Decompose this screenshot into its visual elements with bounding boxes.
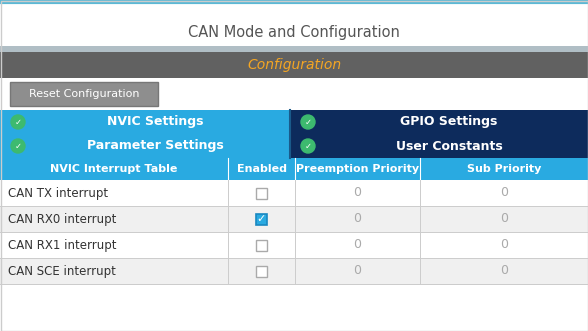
Text: ✓: ✓ [305, 118, 312, 126]
FancyBboxPatch shape [0, 180, 588, 206]
Text: 0: 0 [353, 264, 362, 277]
Text: 0: 0 [500, 213, 508, 225]
FancyBboxPatch shape [256, 187, 267, 199]
Text: 0: 0 [500, 239, 508, 252]
Text: GPIO Settings: GPIO Settings [400, 116, 497, 128]
Text: User Constants: User Constants [396, 139, 502, 153]
Text: ✓: ✓ [15, 141, 22, 151]
Text: ✓: ✓ [305, 141, 312, 151]
FancyBboxPatch shape [290, 134, 588, 158]
Circle shape [11, 115, 25, 129]
Text: Enabled: Enabled [236, 164, 286, 174]
Text: CAN TX interrupt: CAN TX interrupt [8, 186, 108, 200]
FancyBboxPatch shape [290, 110, 588, 134]
FancyBboxPatch shape [10, 82, 158, 106]
Text: NVIC Settings: NVIC Settings [107, 116, 203, 128]
FancyBboxPatch shape [0, 134, 290, 158]
Text: 0: 0 [500, 264, 508, 277]
Text: Parameter Settings: Parameter Settings [86, 139, 223, 153]
FancyBboxPatch shape [0, 158, 588, 180]
FancyBboxPatch shape [0, 110, 290, 134]
Text: 0: 0 [353, 213, 362, 225]
Text: ✓: ✓ [257, 214, 266, 224]
Text: Configuration: Configuration [247, 58, 341, 72]
Text: CAN Mode and Configuration: CAN Mode and Configuration [188, 24, 400, 39]
Text: Sub Priority: Sub Priority [467, 164, 541, 174]
Text: 0: 0 [353, 239, 362, 252]
FancyBboxPatch shape [256, 240, 267, 251]
FancyBboxPatch shape [0, 258, 588, 284]
FancyBboxPatch shape [0, 52, 588, 78]
FancyBboxPatch shape [0, 78, 588, 110]
Circle shape [301, 139, 315, 153]
Circle shape [301, 115, 315, 129]
FancyBboxPatch shape [0, 232, 588, 258]
Text: 0: 0 [353, 186, 362, 200]
Circle shape [11, 139, 25, 153]
Text: 0: 0 [500, 186, 508, 200]
Text: Reset Configuration: Reset Configuration [29, 89, 139, 99]
Text: CAN RX1 interrupt: CAN RX1 interrupt [8, 239, 116, 252]
FancyBboxPatch shape [0, 206, 588, 232]
Text: NVIC Interrupt Table: NVIC Interrupt Table [51, 164, 178, 174]
FancyBboxPatch shape [256, 213, 267, 224]
Text: Preemption Priority: Preemption Priority [296, 164, 419, 174]
Text: CAN SCE interrupt: CAN SCE interrupt [8, 264, 116, 277]
FancyBboxPatch shape [0, 46, 588, 52]
FancyBboxPatch shape [256, 265, 267, 276]
Text: ✓: ✓ [15, 118, 22, 126]
Text: CAN RX0 interrupt: CAN RX0 interrupt [8, 213, 116, 225]
